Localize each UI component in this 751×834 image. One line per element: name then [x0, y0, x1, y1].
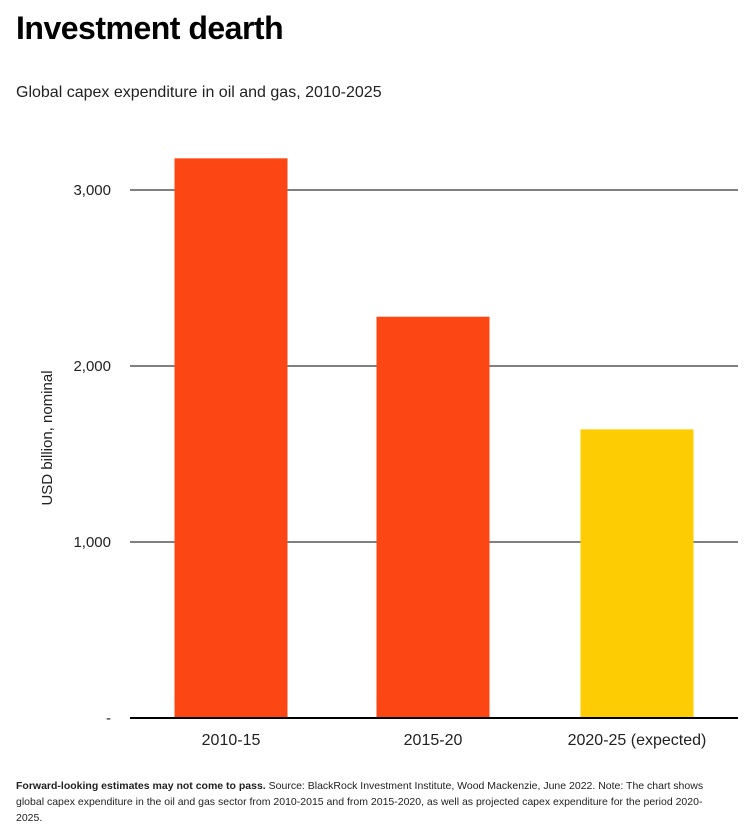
y-tick-label: - — [106, 710, 111, 727]
x-tick-label: 2020-25 (expected) — [568, 732, 707, 749]
chart-title: Investment dearth — [16, 10, 284, 46]
chart-subtitle: Global capex expenditure in oil and gas,… — [16, 84, 382, 101]
y-axis-title: USD billion, nominal — [39, 370, 56, 505]
bar-2020-25-expected — [580, 429, 694, 718]
y-tick-label: 2,000 — [73, 358, 111, 375]
bar-chart: - 1,000 2,000 3,000 2010-15 2015-20 2020-25 (… — [39, 158, 738, 749]
bar-2010-15 — [174, 158, 288, 718]
footnote-source: Source: BlackRock Investment Institute, … — [16, 780, 704, 824]
x-tick-labels: 2010-15 2015-20 2020-25 (expected) — [202, 732, 707, 749]
footnote: Forward-looking estimates may not come t… — [16, 778, 728, 826]
x-tick-label: 2010-15 — [202, 732, 261, 749]
y-tick-labels: - 1,000 2,000 3,000 — [73, 182, 111, 727]
y-tick-label: 3,000 — [73, 182, 111, 199]
footnote-disclaimer: Forward-looking estimates may not come t… — [16, 780, 266, 792]
bars — [174, 158, 694, 718]
x-tick-label: 2015-20 — [404, 732, 463, 749]
bar-2015-20 — [376, 316, 490, 718]
y-tick-label: 1,000 — [73, 534, 111, 551]
